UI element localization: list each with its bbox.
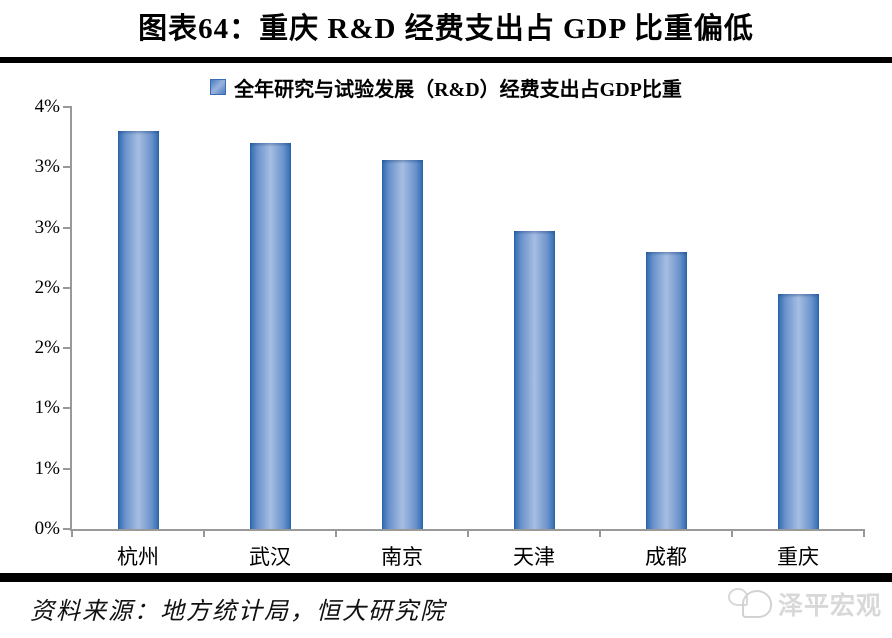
watermark-label: 泽平宏观 xyxy=(777,593,882,620)
x-axis-tick xyxy=(863,529,865,537)
y-axis-tick xyxy=(63,166,72,169)
y-axis-tick xyxy=(63,528,72,530)
x-axis-label: 天津 xyxy=(513,545,555,569)
y-axis-label: 3% xyxy=(34,156,60,178)
y-axis-label: 2% xyxy=(34,337,60,359)
x-axis-label: 武汉 xyxy=(249,545,291,569)
legend-label: 全年研究与试验发展（R&D）经费支出占GDP比重 xyxy=(234,78,682,101)
x-axis-label: 南京 xyxy=(381,545,423,569)
x-axis-label: 成都 xyxy=(645,545,687,569)
footer-divider-rule xyxy=(0,573,892,582)
bar-杭州 xyxy=(118,131,159,529)
y-axis-label: 1% xyxy=(34,397,60,419)
x-axis-tick xyxy=(71,529,73,537)
chart-legend: 全年研究与试验发展（R&D）经费支出占GDP比重 xyxy=(0,74,892,101)
x-axis-tick xyxy=(731,529,733,537)
y-axis-label: 3% xyxy=(34,216,60,238)
y-axis-tick xyxy=(63,286,72,289)
chat-bubbles-logo-icon xyxy=(727,588,772,620)
title-divider-rule xyxy=(0,57,892,63)
legend-swatch-icon xyxy=(210,79,227,95)
y-axis-tick xyxy=(63,106,72,108)
x-axis-tick xyxy=(467,529,469,537)
figure-title: 图表64：重庆 R&D 经费支出占 GDP 比重偏低 xyxy=(138,13,754,45)
x-axis-label: 杭州 xyxy=(117,545,159,569)
bar-武汉 xyxy=(250,143,291,529)
bar-重庆 xyxy=(778,294,819,529)
y-axis-label: 0% xyxy=(34,518,60,539)
bar-天津 xyxy=(514,231,555,529)
y-axis-label: 4% xyxy=(34,96,60,117)
y-axis-tick xyxy=(63,226,72,229)
source-attribution: 资料来源：地方统计局，恒大研究院 xyxy=(30,599,446,625)
bar-成都 xyxy=(646,252,687,529)
x-axis-tick xyxy=(335,529,337,537)
x-axis-label: 重庆 xyxy=(777,545,819,569)
y-axis-label: 1% xyxy=(34,457,60,479)
y-axis-label: 2% xyxy=(34,276,60,298)
x-axis-tick xyxy=(599,529,601,537)
x-axis-tick xyxy=(203,529,205,537)
publisher-watermark: 泽平宏观 xyxy=(727,586,882,622)
y-axis-tick xyxy=(63,407,72,410)
bar-南京 xyxy=(382,160,423,529)
y-axis-tick xyxy=(63,467,72,470)
bar-chart-plot-area: 0% 1% 1% 2% 2% 3% 3% 4% 杭州 武汉 南京 天津 成都 重庆 xyxy=(35,96,865,569)
y-axis-tick xyxy=(63,347,72,350)
